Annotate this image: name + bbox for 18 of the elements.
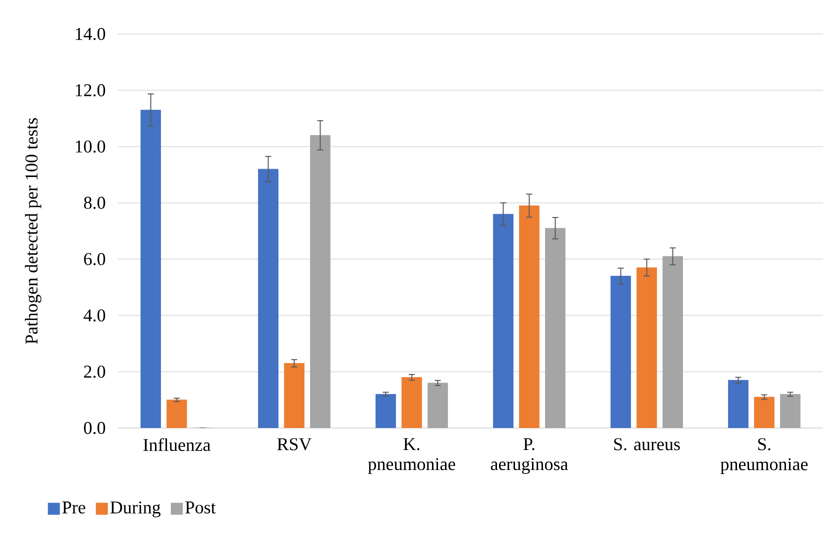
- x-tick-label: K. pneumoniae: [368, 438, 456, 474]
- legend-label: During: [110, 501, 160, 518]
- legend-label: Pre: [62, 502, 86, 514]
- legend-label: Post: [185, 502, 216, 514]
- y-tick-label: 8.0: [84, 196, 106, 209]
- y-tick-label: 10.0: [76, 140, 106, 153]
- x-tick-label: S. aureus: [614, 438, 680, 450]
- y-tick-label: 4.0: [84, 309, 106, 322]
- y-tick-label: 14.0: [76, 28, 106, 40]
- y-tick-label: 6.0: [84, 253, 106, 266]
- y-axis-title: Pathogen detected per 100 tests: [24, 118, 42, 344]
- y-tick-label: 0.0: [84, 422, 106, 434]
- x-tick-label: RSV: [277, 438, 312, 450]
- x-tick-label: Influenza: [143, 438, 210, 452]
- y-tick-label: 12.0: [76, 84, 106, 96]
- x-tick-label: P. aeruginosa: [490, 438, 568, 474]
- y-tick-label: 2.0: [84, 366, 106, 378]
- x-tick-label: S. pneumoniae: [720, 438, 808, 474]
